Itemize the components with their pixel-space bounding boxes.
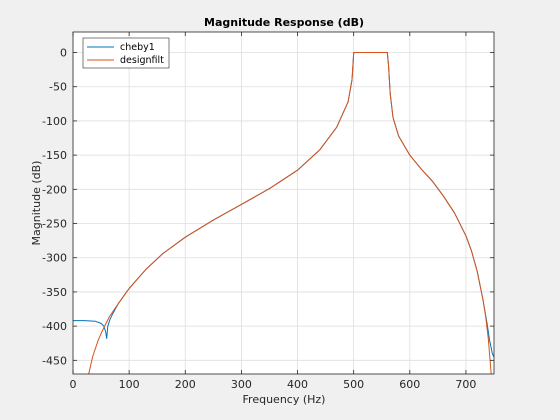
x-tick-label: 300: [231, 378, 252, 391]
legend-label-cheby1: cheby1: [120, 42, 155, 53]
chart-title: Magnitude Response (dB): [204, 16, 364, 29]
y-tick-label: -250: [42, 218, 67, 231]
plot-frame: [72, 31, 495, 375]
y-tick-label: -450: [42, 354, 67, 367]
legend-label-designfilt: designfilt: [120, 55, 164, 66]
legend-box: [82, 37, 170, 69]
y-tick-label: -150: [42, 149, 67, 162]
y-axis-label: Magnitude (dB): [30, 161, 43, 246]
y-tick-label: -300: [42, 252, 67, 265]
x-tick-label: 700: [455, 378, 476, 391]
series-line-designfilt: [88, 52, 492, 374]
x-tick-label: 200: [175, 378, 196, 391]
y-tick-label: 0: [60, 47, 67, 60]
x-tick-label: 0: [70, 378, 77, 391]
grid: [72, 32, 494, 374]
y-tick-label: -100: [42, 115, 67, 128]
plot-area: [73, 32, 494, 374]
x-tick-label: 100: [119, 378, 140, 391]
x-tick-label: 400: [287, 378, 308, 391]
x-axis: 0 100 200 300 400 500 600 700: [70, 32, 476, 391]
x-axis-label: Frequency (Hz): [243, 393, 326, 406]
y-tick-label: -350: [42, 286, 67, 299]
y-axis: 0 -50 -100 -150 -200 -250 -300 -350 -400 -450: [42, 47, 494, 367]
y-tick-label: -200: [42, 183, 67, 196]
x-tick-label: 600: [399, 378, 420, 391]
y-tick-label: -400: [42, 320, 67, 333]
series-group: [73, 52, 494, 374]
y-tick-label: -50: [49, 81, 67, 94]
legend: cheby1 designfilt: [82, 37, 170, 69]
x-tick-label: 500: [343, 378, 364, 391]
